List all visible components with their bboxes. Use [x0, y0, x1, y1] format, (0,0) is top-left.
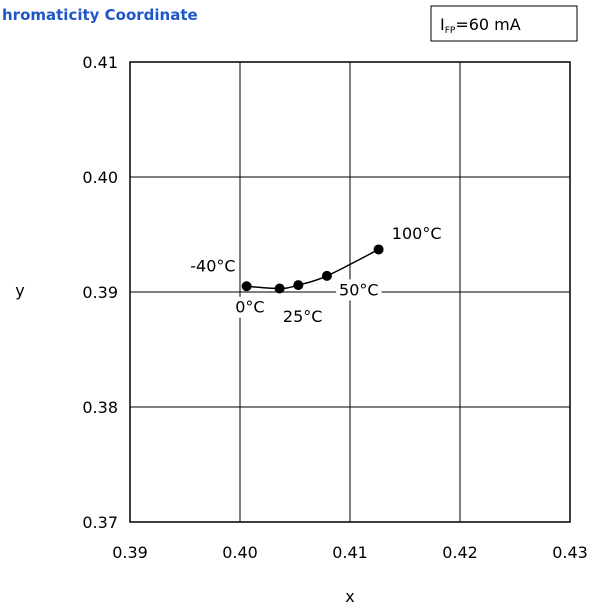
plot-frame	[129, 61, 571, 523]
y-tick-label: 0.41	[82, 53, 118, 72]
condition-subscript: FP	[445, 26, 456, 36]
annotation-label: 100°C	[392, 224, 442, 243]
x-axis-label: x	[345, 587, 354, 604]
y-axis-label: y	[15, 281, 24, 300]
x-tick-label: 0.40	[222, 543, 258, 562]
annotation-background	[388, 223, 445, 245]
y-tick-labels: 0.37 0.38 0.39 0.40 0.41	[82, 53, 118, 532]
series	[241, 244, 384, 294]
annotation-label: 0°C	[235, 298, 264, 317]
annotation-label: -40°C	[190, 256, 235, 275]
data-point	[241, 281, 252, 292]
data-point	[274, 283, 285, 294]
x-tick-labels: 0.39 0.40 0.41 0.42 0.43	[112, 543, 588, 562]
x-tick-label: 0.43	[552, 543, 588, 562]
annotation-background	[232, 296, 268, 318]
data-point	[373, 244, 384, 255]
y-tick-label: 0.39	[82, 283, 118, 302]
condition-symbol: I	[440, 15, 445, 34]
x-tick-label: 0.41	[332, 543, 368, 562]
x-tick-label: 0.39	[112, 543, 148, 562]
annotation-background	[187, 255, 239, 277]
annotations: -40°C 0°C 25°C 50°C 100°C	[187, 223, 445, 327]
data-point	[293, 280, 304, 291]
svg-text:IFP=60 mA: IFP=60 mA	[440, 15, 521, 36]
annotation-label: 25°C	[283, 307, 323, 326]
data-point	[321, 270, 332, 281]
chart-title: hromaticity Coordinate	[2, 6, 198, 24]
annotation-label: 50°C	[339, 280, 379, 299]
y-tick-label: 0.38	[82, 398, 118, 417]
y-tick-label: 0.37	[82, 513, 118, 532]
annotation-background	[336, 279, 382, 301]
condition-value: =60 mA	[455, 15, 520, 34]
y-tick-label: 0.40	[82, 168, 118, 187]
condition-box: IFP=60 mA	[430, 5, 578, 42]
x-tick-label: 0.42	[442, 543, 478, 562]
annotation-background	[279, 305, 326, 327]
